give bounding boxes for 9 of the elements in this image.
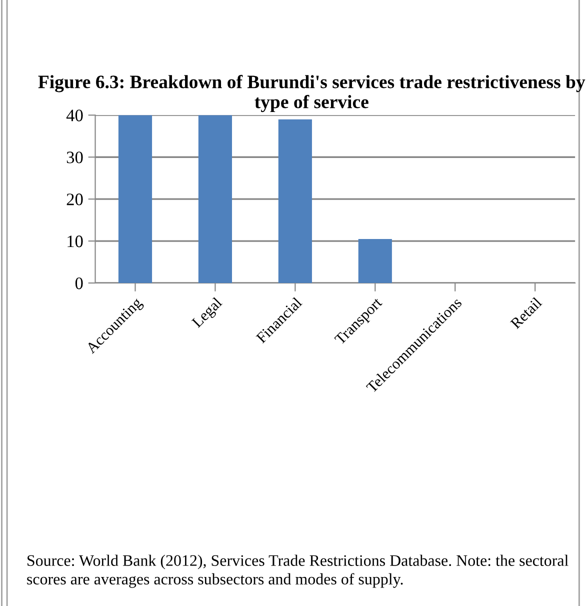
y-tick-label: 20 xyxy=(66,194,83,206)
bar xyxy=(278,119,312,283)
bar xyxy=(118,115,152,283)
bar xyxy=(358,238,392,283)
source-note: Source: World Bank (2012), Services Trade Restrictions Database. Note: the sectoral scores are averages across subsectors and modes of supply. xyxy=(27,554,568,588)
y-tick-label: 30 xyxy=(66,152,83,164)
bar xyxy=(198,115,232,283)
y-tick-label: 10 xyxy=(68,236,83,248)
y-tick-label: 0 xyxy=(75,277,83,290)
